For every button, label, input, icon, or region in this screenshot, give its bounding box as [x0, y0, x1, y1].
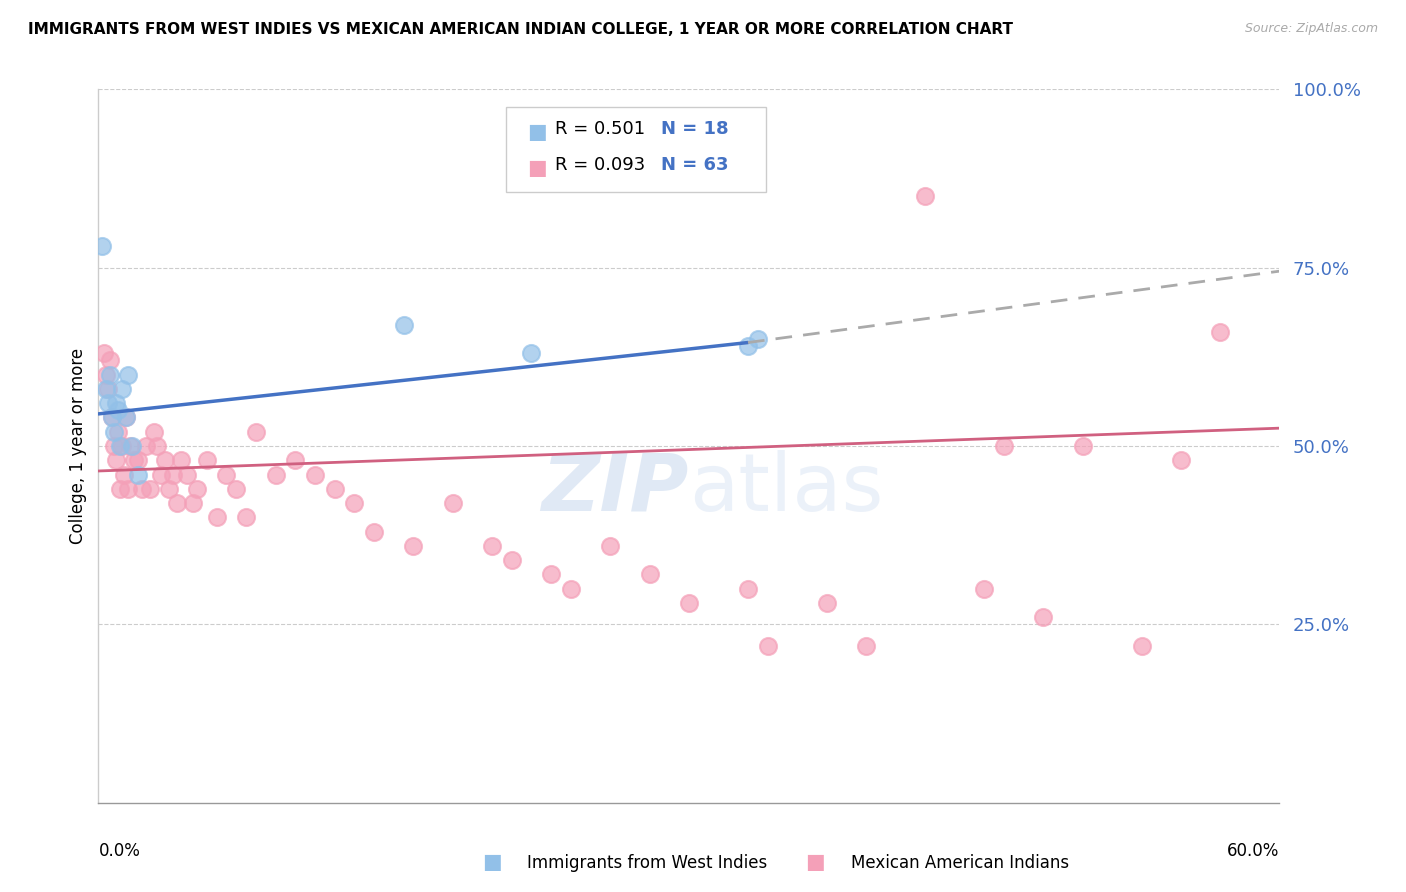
Point [481, 539, 503, 553]
Point [101, 410, 124, 425]
Text: 0.0%: 0.0% [98, 842, 141, 860]
Text: N = 18: N = 18 [661, 120, 728, 138]
Point [737, 582, 759, 596]
Point [815, 596, 838, 610]
Y-axis label: College, 1 year or more: College, 1 year or more [69, 348, 87, 544]
Point [181, 496, 204, 510]
Point [105, 453, 128, 467]
Text: ■: ■ [482, 853, 502, 872]
Point [127, 467, 149, 482]
Point [245, 425, 267, 439]
Point [103, 425, 125, 439]
Point [93, 346, 115, 360]
Point [402, 539, 425, 553]
Point [97, 396, 120, 410]
Point [107, 403, 129, 417]
Point [304, 467, 326, 482]
Point [599, 539, 621, 553]
Point [146, 439, 169, 453]
Text: ■: ■ [806, 853, 825, 872]
Point [157, 482, 180, 496]
Point [98, 353, 121, 368]
Point [756, 639, 779, 653]
Point [1130, 639, 1153, 653]
Point [560, 582, 582, 596]
Point [914, 189, 936, 203]
Point [264, 467, 287, 482]
Point [142, 425, 165, 439]
Point [135, 439, 157, 453]
Point [1209, 325, 1232, 339]
Point [105, 396, 128, 410]
Point [235, 510, 257, 524]
Point [115, 410, 138, 425]
Point [166, 496, 188, 510]
Point [103, 439, 125, 453]
Point [108, 482, 131, 496]
Point [176, 467, 198, 482]
Point [138, 482, 160, 496]
Point [101, 410, 124, 425]
Point [993, 439, 1015, 453]
Text: Immigrants from West Indies: Immigrants from West Indies [527, 855, 768, 872]
Point [973, 582, 995, 596]
Point [107, 425, 129, 439]
Text: Source: ZipAtlas.com: Source: ZipAtlas.com [1244, 22, 1378, 36]
Text: IMMIGRANTS FROM WEST INDIES VS MEXICAN AMERICAN INDIAN COLLEGE, 1 YEAR OR MORE C: IMMIGRANTS FROM WEST INDIES VS MEXICAN A… [28, 22, 1014, 37]
Point [108, 439, 131, 453]
Point [122, 453, 145, 467]
Point [441, 496, 464, 510]
Point [112, 467, 135, 482]
Point [540, 567, 562, 582]
Point [737, 339, 759, 353]
Point [343, 496, 366, 510]
Text: R = 0.093: R = 0.093 [555, 156, 645, 174]
Point [1032, 610, 1054, 624]
Point [111, 439, 134, 453]
Point [284, 453, 307, 467]
Point [638, 567, 661, 582]
Point [225, 482, 247, 496]
Point [96, 368, 118, 382]
Text: atlas: atlas [689, 450, 883, 528]
Point [392, 318, 415, 332]
Point [115, 410, 138, 425]
Point [323, 482, 346, 496]
Point [205, 510, 228, 524]
Point [127, 453, 149, 467]
Point [117, 368, 139, 382]
Point [162, 467, 184, 482]
Point [195, 453, 218, 467]
Point [98, 368, 121, 382]
Point [501, 553, 523, 567]
Point [131, 482, 153, 496]
Text: ZIP: ZIP [541, 450, 689, 528]
Point [118, 439, 141, 453]
Text: Mexican American Indians: Mexican American Indians [851, 855, 1069, 872]
Point [96, 382, 118, 396]
Point [91, 239, 114, 253]
Text: 60.0%: 60.0% [1227, 842, 1279, 860]
Point [155, 453, 177, 467]
Point [117, 482, 139, 496]
Point [97, 382, 120, 396]
Text: R = 0.501: R = 0.501 [555, 120, 645, 138]
Point [520, 346, 543, 360]
Point [111, 382, 134, 396]
Point [363, 524, 385, 539]
Point [678, 596, 700, 610]
Text: ■: ■ [527, 122, 547, 142]
Point [121, 439, 143, 453]
Point [215, 467, 238, 482]
Point [1071, 439, 1094, 453]
Point [1170, 453, 1192, 467]
Text: ■: ■ [527, 158, 547, 178]
Point [170, 453, 193, 467]
Text: N = 63: N = 63 [661, 156, 728, 174]
Point [186, 482, 208, 496]
Point [855, 639, 877, 653]
Point [150, 467, 173, 482]
Point [747, 332, 769, 346]
